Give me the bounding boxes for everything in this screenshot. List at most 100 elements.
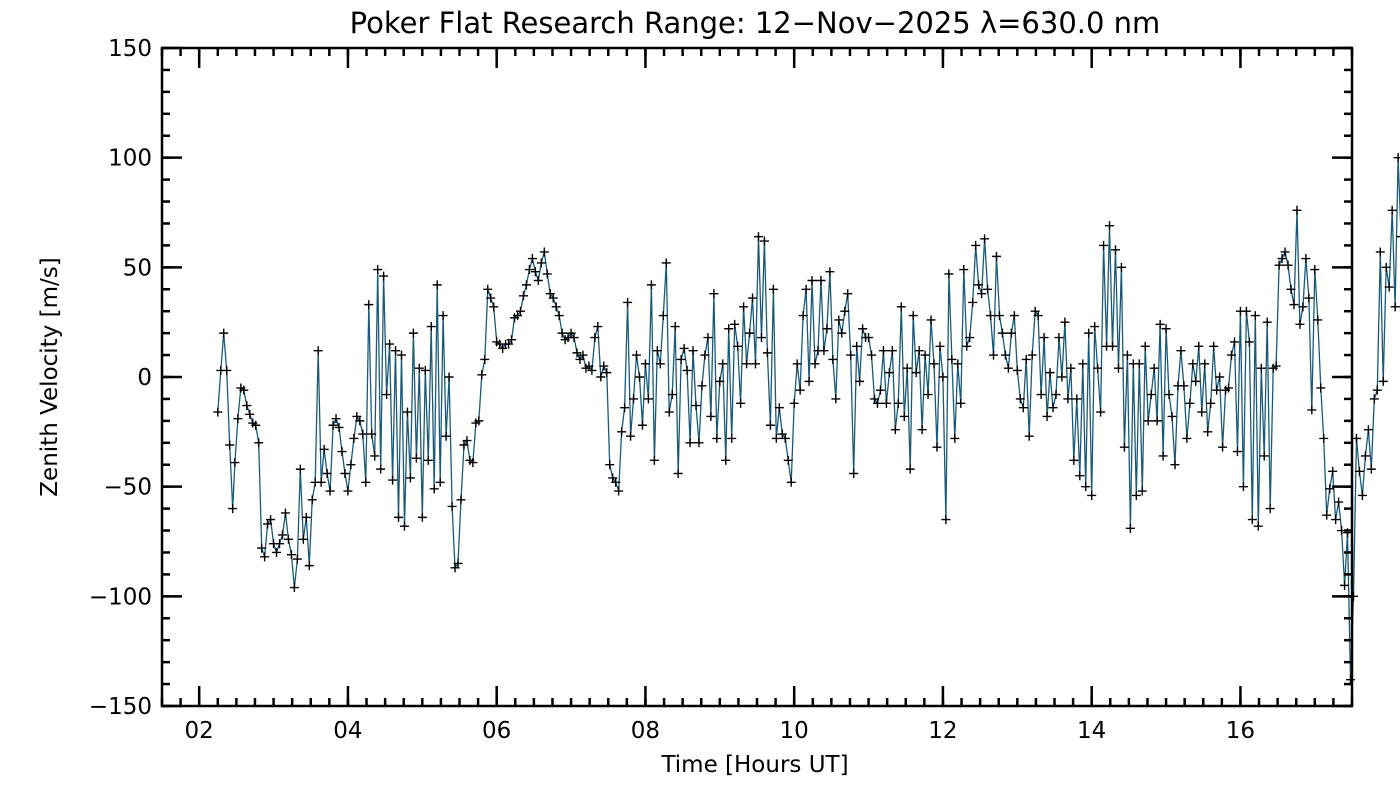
data-point	[789, 398, 799, 408]
data-point	[1078, 359, 1088, 369]
data-point	[1140, 341, 1150, 351]
data-point	[557, 328, 567, 338]
data-point	[477, 370, 487, 380]
data-point	[855, 376, 865, 386]
data-point	[1122, 350, 1132, 360]
data-point	[989, 350, 999, 360]
data-point	[1381, 262, 1391, 272]
data-point	[346, 460, 356, 470]
data-point	[774, 403, 784, 413]
data-point	[908, 311, 918, 321]
data-point	[1194, 341, 1204, 351]
data-point	[944, 269, 954, 279]
data-point	[1277, 254, 1287, 264]
data-point	[878, 346, 888, 356]
data-point	[1238, 482, 1248, 492]
data-point	[414, 363, 424, 373]
data-point	[313, 346, 323, 356]
data-point	[765, 420, 775, 430]
data-point	[444, 372, 454, 382]
data-point	[1301, 254, 1311, 264]
data-point	[950, 433, 960, 443]
data-point	[914, 346, 924, 356]
data-point	[1354, 466, 1364, 476]
data-point	[997, 328, 1007, 338]
data-point	[518, 291, 528, 301]
data-point	[1286, 284, 1296, 294]
data-point	[753, 232, 763, 242]
data-point	[840, 306, 850, 316]
data-point	[590, 333, 600, 343]
data-point	[1191, 376, 1201, 386]
data-point	[935, 341, 945, 351]
data-point	[447, 501, 457, 511]
x-tick-label: 08	[631, 718, 660, 744]
data-point	[1087, 490, 1097, 500]
data-point	[697, 381, 707, 391]
data-point	[533, 275, 543, 285]
data-point	[1158, 451, 1168, 461]
data-point	[682, 365, 692, 375]
data-point	[1360, 451, 1370, 461]
data-point	[1271, 361, 1281, 371]
data-point	[771, 433, 781, 443]
data-point	[667, 390, 677, 400]
y-axis-label: Zenith Velocity [m/s]	[37, 257, 63, 496]
data-point	[542, 269, 552, 279]
data-point	[947, 354, 957, 364]
data-point	[712, 433, 722, 443]
data-point	[605, 460, 615, 470]
data-point	[292, 554, 302, 564]
data-point	[1170, 460, 1180, 470]
data-point	[1048, 403, 1058, 413]
data-point	[1232, 447, 1242, 457]
data-point	[986, 311, 996, 321]
data-point	[1036, 390, 1046, 400]
data-point	[1081, 482, 1091, 492]
data-point	[1310, 265, 1320, 275]
data-point	[367, 429, 377, 439]
data-point	[405, 473, 415, 483]
data-point	[938, 372, 948, 382]
data-point	[1396, 235, 1400, 238]
data-point	[626, 431, 636, 441]
data-point	[222, 365, 232, 375]
x-tick-label: 14	[1077, 718, 1106, 744]
data-point	[1393, 153, 1400, 163]
data-point	[572, 348, 582, 358]
data-point	[965, 333, 975, 343]
data-point	[257, 543, 267, 553]
data-point	[228, 504, 238, 514]
data-point	[655, 359, 665, 369]
data-point	[242, 401, 252, 411]
data-point	[486, 293, 496, 303]
data-point	[1215, 372, 1225, 382]
data-point	[974, 280, 984, 290]
data-point	[617, 427, 627, 437]
y-tick-label: 0	[137, 365, 152, 391]
x-tick-label: 12	[928, 718, 957, 744]
data-point	[875, 385, 885, 395]
data-point	[780, 433, 790, 443]
data-point	[1378, 376, 1388, 386]
data-point	[1241, 306, 1251, 316]
data-point	[239, 385, 249, 395]
data-point	[230, 458, 240, 468]
data-point	[1149, 363, 1159, 373]
data-point	[786, 477, 796, 487]
data-point	[941, 515, 951, 525]
data-point	[468, 458, 478, 468]
data-point	[623, 297, 633, 307]
data-point	[251, 420, 261, 430]
data-point	[1066, 363, 1076, 373]
data-point	[391, 346, 401, 356]
x-axis-label: Time [Hours UT]	[660, 752, 848, 778]
data-point	[551, 302, 561, 312]
data-point	[1033, 311, 1043, 321]
data-point	[408, 328, 418, 338]
data-point	[971, 240, 981, 250]
data-point	[1319, 433, 1329, 443]
data-point	[301, 512, 311, 522]
data-point	[1280, 247, 1290, 257]
y-tick-label: 50	[123, 255, 152, 281]
